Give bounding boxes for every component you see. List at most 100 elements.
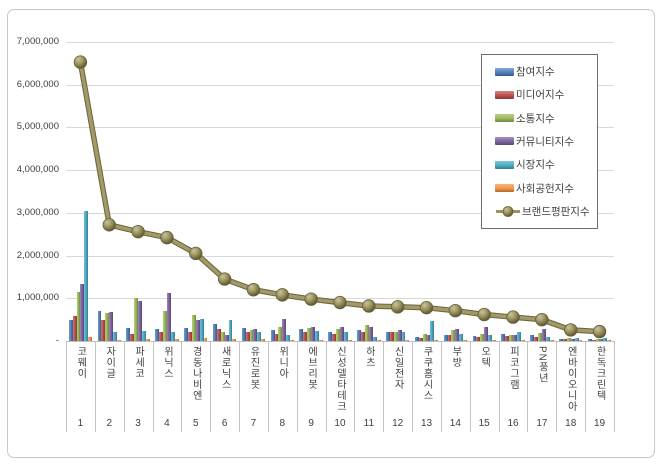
bar-미디어지수-하츠[interactable] <box>361 332 365 341</box>
bar-소통지수-쿠쿠홈시스[interactable] <box>422 333 427 341</box>
bar-시장지수-한독크린텍[interactable] <box>603 338 608 341</box>
bar-참여지수-하츠[interactable] <box>357 330 362 341</box>
bar-참여지수-위니아[interactable] <box>270 330 275 341</box>
bar-미디어지수-위니아[interactable] <box>274 333 279 341</box>
bar-미디어지수-쿠쿠홈시스[interactable] <box>418 338 423 341</box>
bar-참여지수-파세코[interactable] <box>126 328 131 341</box>
bar-시장지수-오텍[interactable] <box>488 334 492 341</box>
bar-미디어지수-한독크린텍[interactable] <box>591 339 596 341</box>
bar-미디어지수-위닉스[interactable] <box>159 332 164 341</box>
bar-참여지수-한독크린텍[interactable] <box>587 339 592 341</box>
bar-미디어지수-PN풍년[interactable] <box>534 337 538 341</box>
bar-커뮤니티지수-부방[interactable] <box>455 328 460 341</box>
bar-미디어지수-엔바이오니아[interactable] <box>562 339 567 341</box>
bar-소통지수-유진로봇[interactable] <box>249 330 254 341</box>
legend-item-브랜드평판지수[interactable]: 브랜드평판지수 <box>495 204 595 219</box>
bar-사회공헌지수-파세코[interactable] <box>145 339 150 341</box>
bar-커뮤니티지수-PN풍년[interactable] <box>541 329 546 341</box>
bar-사회공헌지수-위닉스[interactable] <box>174 339 179 341</box>
bar-참여지수-쿠쿠홈시스[interactable] <box>414 337 419 341</box>
bar-미디어지수-경동나비엔[interactable] <box>187 332 192 341</box>
bar-시장지수-에브리봇[interactable] <box>315 331 319 341</box>
bar-시장지수-새로닉스[interactable] <box>228 319 233 341</box>
bar-소통지수-새로닉스[interactable] <box>220 332 225 341</box>
bar-시장지수-피코그램[interactable] <box>516 332 521 341</box>
bar-참여지수-유진로봇[interactable] <box>241 327 246 341</box>
legend-item-참여지수[interactable]: 참여지수 <box>495 64 595 79</box>
bar-참여지수-부방[interactable] <box>443 334 448 341</box>
legend-item-사회공헌지수[interactable]: 사회공헌지수 <box>495 181 595 196</box>
bar-사회공헌지수-신일전자[interactable] <box>405 339 410 341</box>
bar-사회공헌지수-한독크린텍[interactable] <box>607 340 612 341</box>
bar-사회공헌지수-엔바이오니아[interactable] <box>578 340 583 341</box>
bar-커뮤니티지수-한독크린텍[interactable] <box>599 339 604 341</box>
bar-사회공헌지수-경동나비엔[interactable] <box>203 338 208 341</box>
bar-시장지수-쿠쿠홈시스[interactable] <box>430 320 435 341</box>
bar-소통지수-신성델타테크[interactable] <box>336 328 340 341</box>
bar-미디어지수-파세코[interactable] <box>130 334 135 341</box>
bar-시장지수-자이글[interactable] <box>113 332 118 341</box>
bar-참여지수-에브리봇[interactable] <box>299 328 304 341</box>
bar-사회공헌지수-신성델타테크[interactable] <box>347 339 352 341</box>
bar-미디어지수-신성델타테크[interactable] <box>332 333 337 341</box>
bar-시장지수-부방[interactable] <box>459 333 464 341</box>
legend-item-미디어지수[interactable]: 미디어지수 <box>495 87 595 102</box>
bar-참여지수-PN풍년[interactable] <box>530 335 535 341</box>
bar-시장지수-신일전자[interactable] <box>401 332 406 341</box>
legend-item-소통지수[interactable]: 소통지수 <box>495 111 595 126</box>
bar-미디어지수-에브리봇[interactable] <box>303 332 308 341</box>
bar-시장지수-위닉스[interactable] <box>170 332 175 341</box>
bar-커뮤니티지수-유진로봇[interactable] <box>253 328 258 341</box>
bar-소통지수-신일전자[interactable] <box>393 332 398 341</box>
bar-시장지수-파세코[interactable] <box>142 330 146 341</box>
bar-참여지수-피코그램[interactable] <box>501 333 506 341</box>
bar-사회공헌지수-부방[interactable] <box>463 339 468 341</box>
bar-참여지수-오텍[interactable] <box>472 335 477 341</box>
bar-사회공헌지수-새로닉스[interactable] <box>232 338 237 341</box>
bar-사회공헌지수-에브리봇[interactable] <box>318 339 323 341</box>
bar-소통지수-피코그램[interactable] <box>509 334 514 341</box>
bar-소통지수-한독크린텍[interactable] <box>595 338 600 341</box>
bar-시장지수-코웨이[interactable] <box>84 210 89 341</box>
bar-사회공헌지수-자이글[interactable] <box>117 339 121 341</box>
bar-참여지수-엔바이오니아[interactable] <box>559 338 563 341</box>
bar-시장지수-엔바이오니아[interactable] <box>574 337 579 341</box>
bar-미디어지수-피코그램[interactable] <box>505 335 510 341</box>
bar-사회공헌지수-피코그램[interactable] <box>520 339 525 341</box>
bar-사회공헌지수-쿠쿠홈시스[interactable] <box>434 339 439 341</box>
bar-소통지수-오텍[interactable] <box>480 333 485 341</box>
bar-소통지수-엔바이오니아[interactable] <box>566 338 571 341</box>
bar-미디어지수-유진로봇[interactable] <box>245 332 250 341</box>
bar-소통지수-부방[interactable] <box>451 330 456 341</box>
bar-사회공헌지수-코웨이[interactable] <box>88 337 93 341</box>
legend-item-커뮤니티지수[interactable]: 커뮤니티지수 <box>495 134 595 149</box>
bar-커뮤니티지수-피코그램[interactable] <box>513 334 517 341</box>
bar-사회공헌지수-PN풍년[interactable] <box>549 339 554 341</box>
bar-미디어지수-신일전자[interactable] <box>389 332 394 341</box>
bar-참여지수-신성델타테크[interactable] <box>328 332 333 341</box>
bar-참여지수-경동나비엔[interactable] <box>184 328 188 341</box>
bar-사회공헌지수-오텍[interactable] <box>492 339 496 341</box>
bar-시장지수-하츠[interactable] <box>372 336 377 341</box>
bar-사회공헌지수-유진로봇[interactable] <box>261 339 266 341</box>
bar-커뮤니티지수-신일전자[interactable] <box>397 330 402 341</box>
bar-사회공헌지수-위니아[interactable] <box>290 339 294 341</box>
bar-미디어지수-부방[interactable] <box>447 335 452 341</box>
bar-시장지수-유진로봇[interactable] <box>257 332 262 341</box>
bar-사회공헌지수-하츠[interactable] <box>376 339 381 341</box>
bar-참여지수-위닉스[interactable] <box>155 329 160 341</box>
bar-미디어지수-코웨이[interactable] <box>72 316 77 341</box>
bar-시장지수-PN풍년[interactable] <box>545 337 550 341</box>
bar-커뮤니티지수-쿠쿠홈시스[interactable] <box>426 335 431 341</box>
bar-소통지수-에브리봇[interactable] <box>307 327 312 341</box>
bar-참여지수-신일전자[interactable] <box>385 331 390 341</box>
bar-시장지수-위니아[interactable] <box>286 335 291 341</box>
bar-참여지수-코웨이[interactable] <box>68 319 73 341</box>
bar-커뮤니티지수-엔바이오니아[interactable] <box>570 338 575 341</box>
bar-시장지수-신성델타테크[interactable] <box>343 332 348 341</box>
bar-미디어지수-오텍[interactable] <box>476 336 481 341</box>
bar-커뮤니티지수-새로닉스[interactable] <box>224 334 229 341</box>
bar-소통지수-PN풍년[interactable] <box>537 332 542 341</box>
bar-미디어지수-새로닉스[interactable] <box>216 329 221 341</box>
legend-item-시장지수[interactable]: 시장지수 <box>495 157 595 172</box>
